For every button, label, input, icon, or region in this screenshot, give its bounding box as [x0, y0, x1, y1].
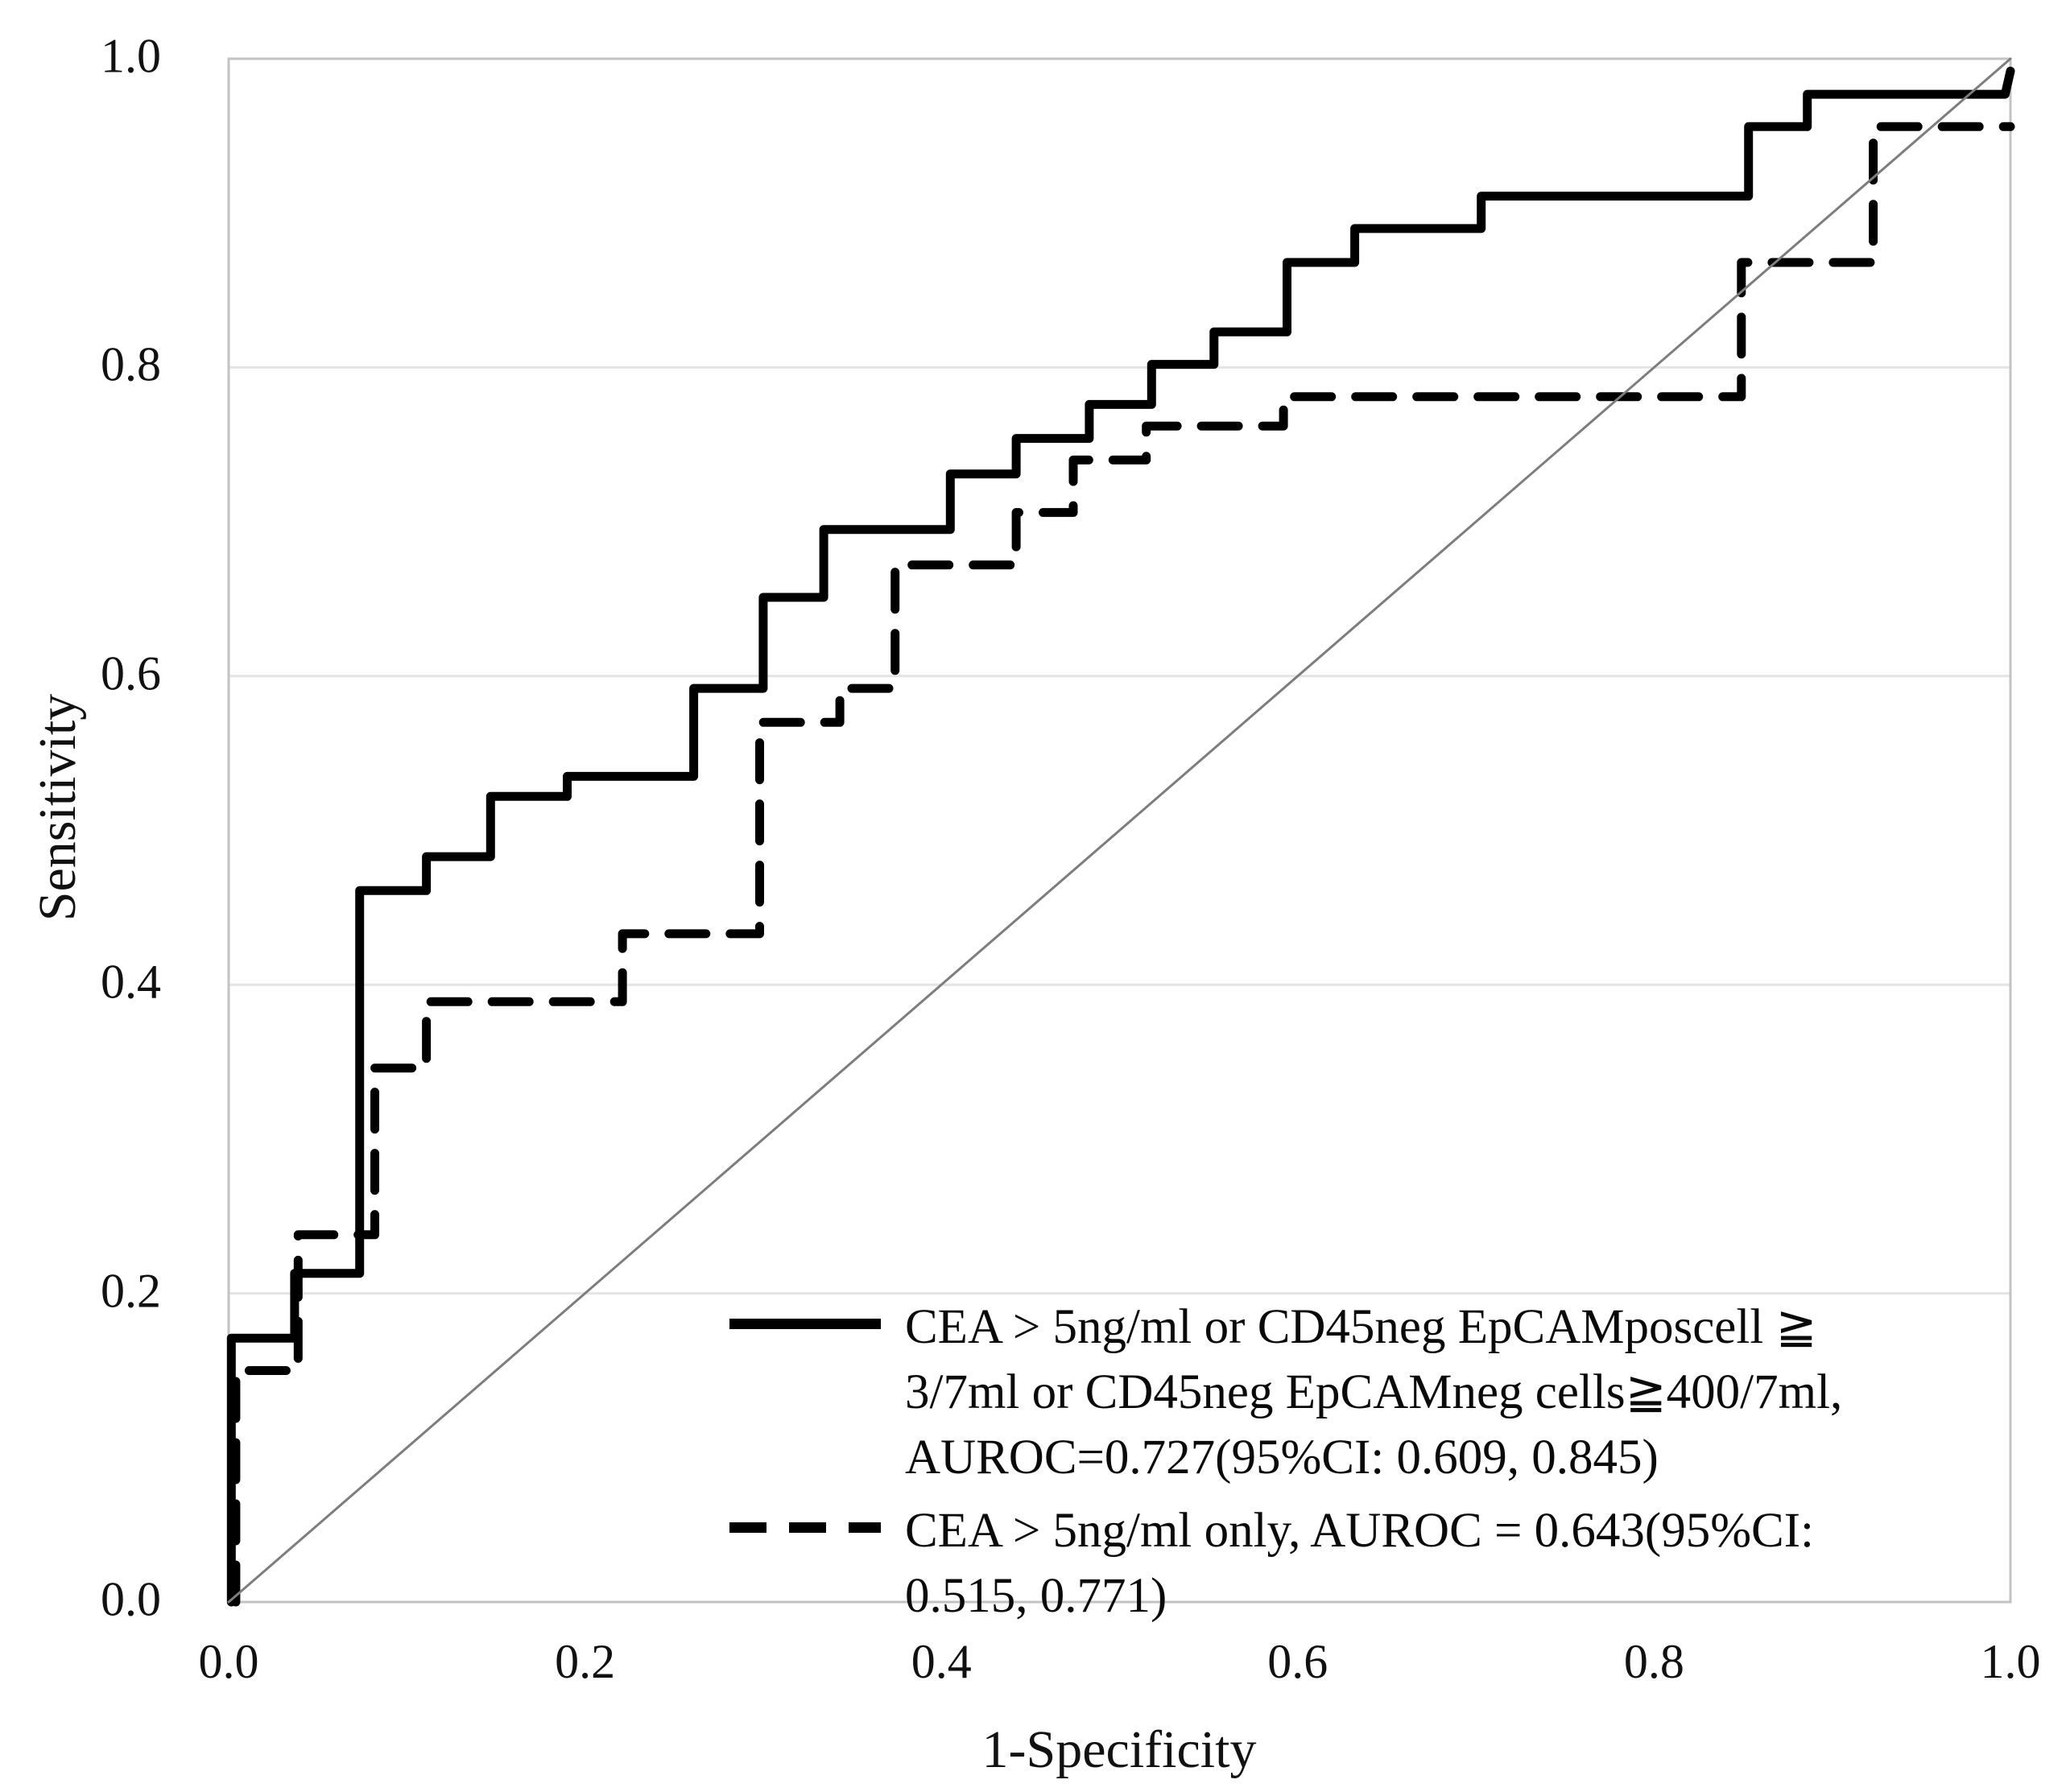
legend-entry-label: CEA > 5ng/ml only, AUROC = 0.643(95%CI: 0…: [905, 1498, 1814, 1629]
y-tick-label: 0.4: [101, 955, 161, 1009]
legend-entry-line: 3/7ml or CD45neg EpCAMneg cells≧400/7ml,: [905, 1365, 1843, 1419]
legend-entry-line: 0.515, 0.771): [905, 1569, 1167, 1623]
legend-entry-label: CEA > 5ng/ml or CD45neg EpCAMposcell ≧ 3/…: [905, 1294, 1842, 1490]
legend-entry-line: CEA > 5ng/ml or CD45neg EpCAMposcell ≧: [905, 1300, 1817, 1354]
y-tick-label: 0.0: [101, 1572, 161, 1626]
x-tick-label: 0.8: [1623, 1635, 1684, 1688]
y-tick-label: 0.8: [101, 338, 161, 392]
y-tick-label: 0.2: [101, 1264, 161, 1318]
x-tick-label: 0.2: [555, 1635, 616, 1688]
dashed-line-icon: [729, 1522, 881, 1533]
legend-entry-line: AUROC=0.727(95%CI: 0.609, 0.845): [905, 1431, 1659, 1484]
y-tick-label: 1.0: [101, 29, 161, 83]
solid-roc-curve: [226, 66, 2015, 1607]
plot-frame: [227, 57, 2012, 1604]
diagonal-reference-line: [227, 57, 2012, 1604]
legend-marker-cell: [729, 1498, 905, 1533]
legend: CEA > 5ng/ml or CD45neg EpCAMposcell ≧ 3/…: [729, 1294, 2018, 1637]
legend-entry: CEA > 5ng/ml only, AUROC = 0.643(95%CI: 0…: [729, 1498, 2018, 1629]
legend-entry: CEA > 5ng/ml or CD45neg EpCAMposcell ≧ 3/…: [729, 1294, 2018, 1490]
x-tick-label: 0.0: [198, 1635, 259, 1688]
x-tick-label: 1.0: [1980, 1635, 2041, 1688]
dashed-roc-curve: [231, 122, 2015, 1607]
legend-marker-cell: [729, 1294, 905, 1329]
y-tick-label: 0.6: [101, 646, 161, 700]
legend-entry-line: CEA > 5ng/ml only, AUROC = 0.643(95%CI:: [905, 1504, 1815, 1558]
x-tick-label: 0.6: [1267, 1635, 1328, 1688]
x-tick-label: 0.4: [911, 1635, 972, 1688]
y-axis-title: Sensitivity: [28, 693, 87, 922]
x-axis-title: 1-Specificity: [981, 1720, 1257, 1779]
solid-line-icon: [729, 1319, 881, 1329]
